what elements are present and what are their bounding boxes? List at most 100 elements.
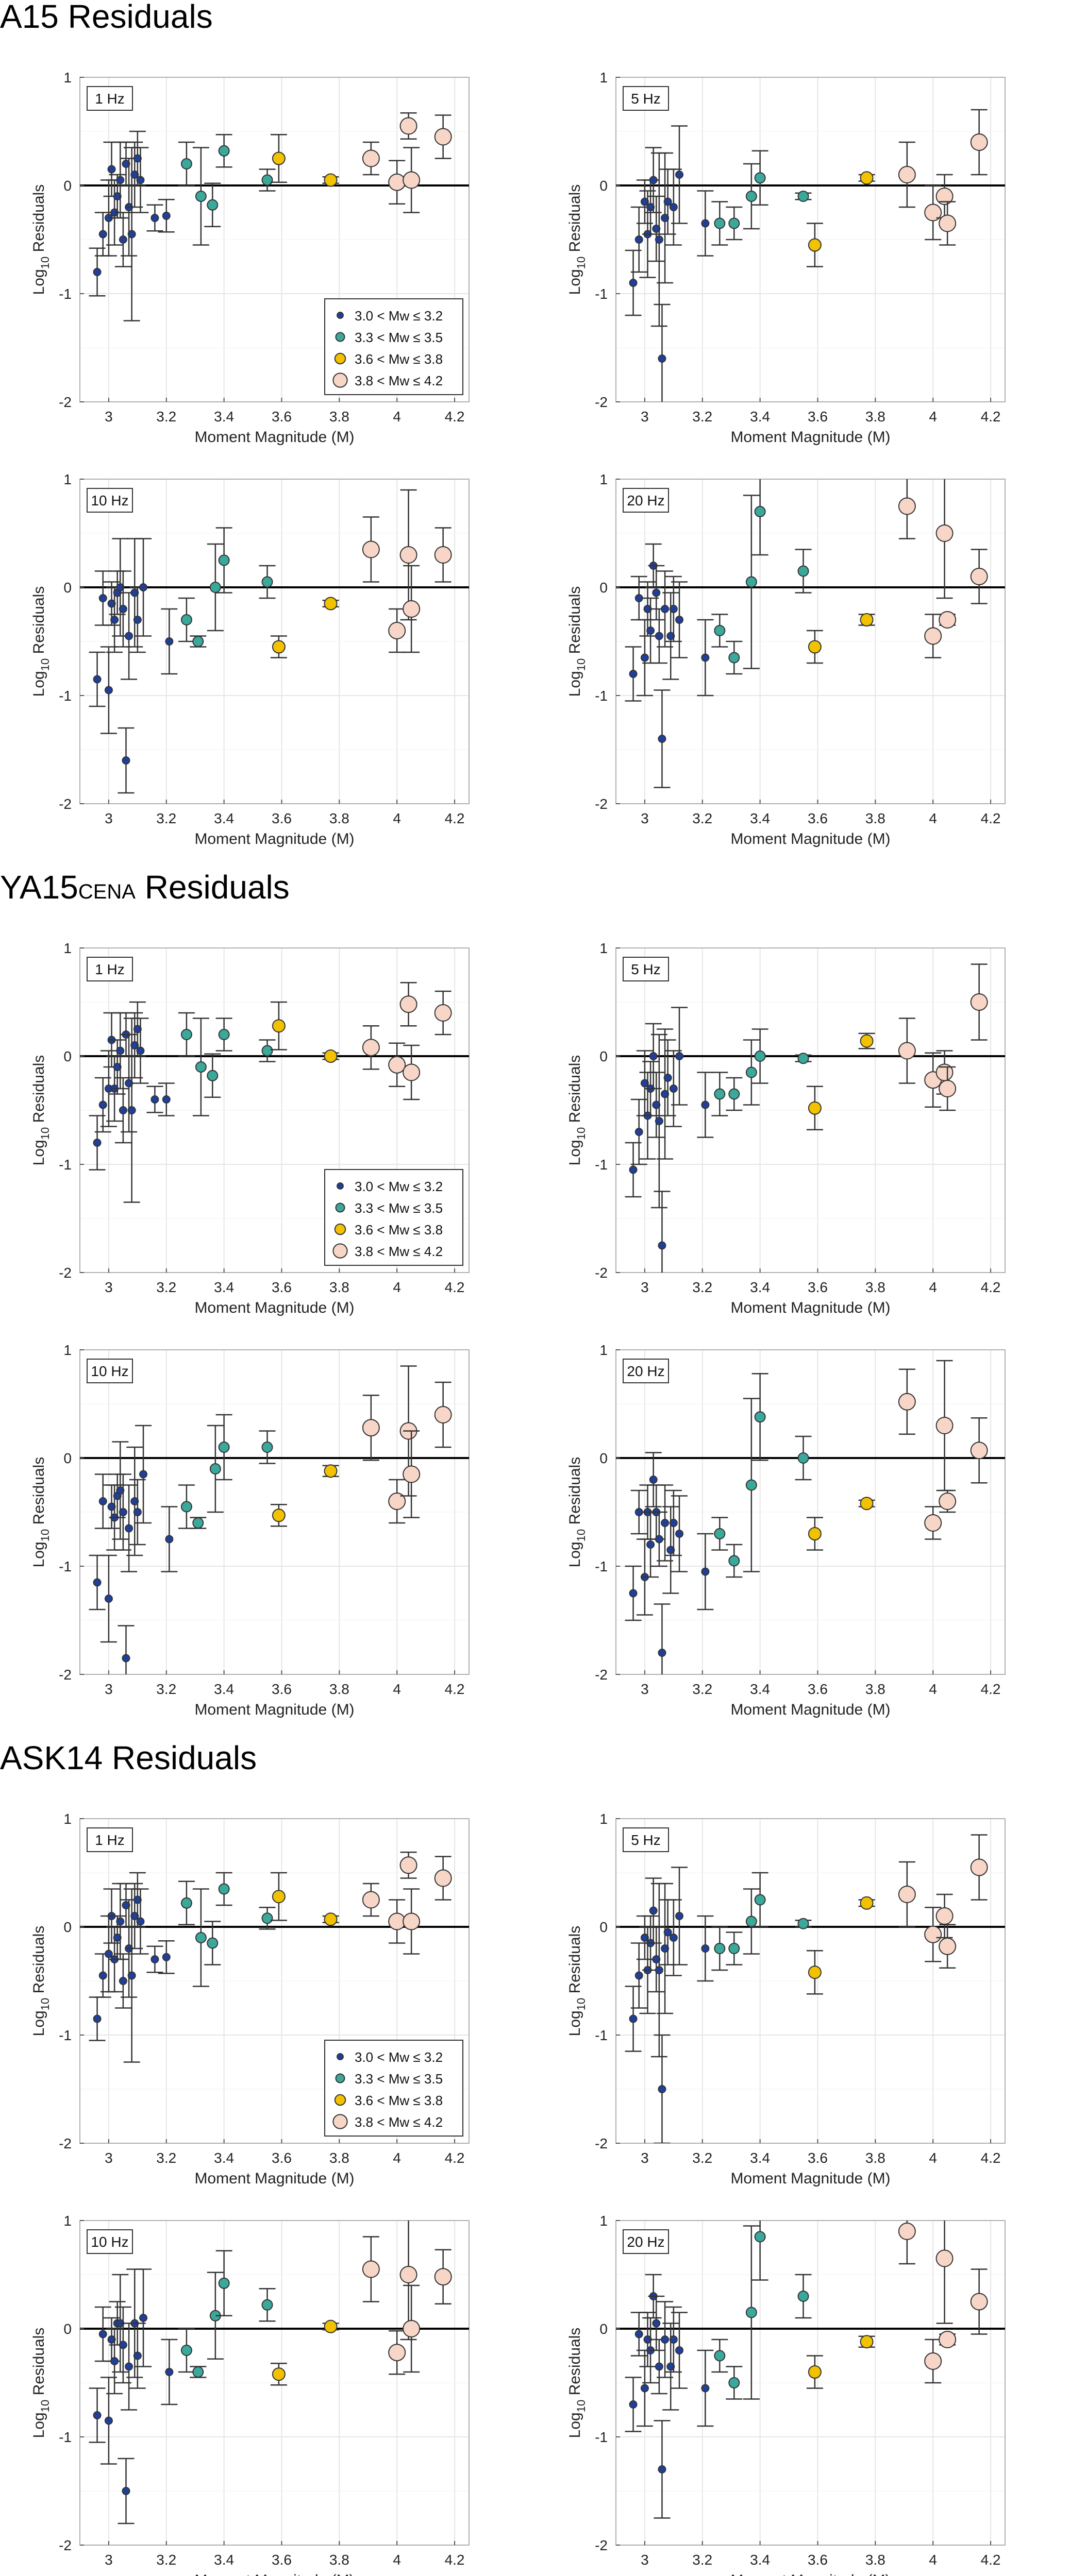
x-tick-label: 3.2	[156, 810, 176, 826]
data-point	[116, 1046, 125, 1055]
y-tick-label: -1	[595, 1157, 608, 1173]
legend-label: 3.6 < Mw ≤ 3.8	[355, 2093, 443, 2108]
y-axis-label: Log10 Residuals	[30, 586, 52, 697]
data-point	[165, 2368, 174, 2376]
data-point	[261, 1045, 273, 1057]
data-point	[935, 2249, 954, 2267]
data-point	[403, 171, 421, 189]
x-tick-label: 3.4	[750, 409, 770, 425]
freq-label-box	[623, 86, 669, 111]
x-tick-label: 4.2	[445, 2150, 465, 2166]
data-point	[207, 199, 219, 211]
x-tick-label: 4.2	[445, 2552, 465, 2568]
x-tick-label: 3.6	[808, 409, 828, 425]
chart-panel-a15-20hz: 3 3.2 3.4 3.6 3.8 4 4.2 -2 -1 0 1 Moment Magnitude …	[566, 471, 1006, 848]
x-tick-label: 4	[929, 810, 937, 826]
data-point	[675, 1912, 684, 1920]
data-point	[728, 2377, 740, 2388]
data-point	[661, 1944, 670, 1953]
data-point	[714, 2350, 726, 2362]
data-point	[434, 128, 452, 146]
data-point	[139, 1470, 148, 1479]
y-tick-label: -2	[59, 394, 72, 410]
data-point	[754, 1894, 766, 1906]
x-tick-label: 4	[393, 409, 401, 425]
data-point	[640, 653, 649, 662]
data-point	[808, 1965, 822, 1979]
x-tick-label: 3.2	[156, 2150, 176, 2166]
data-point	[261, 174, 273, 186]
legend-box	[324, 1169, 463, 1266]
x-tick-label: 3.6	[272, 1279, 292, 1295]
data-point	[797, 1918, 809, 1929]
freq-label-box	[87, 1827, 133, 1852]
x-tick-label: 3.2	[156, 1279, 176, 1295]
y-tick-label: 0	[599, 1919, 608, 1935]
data-point	[403, 2320, 421, 2337]
data-point	[658, 1649, 666, 1657]
data-point	[125, 632, 133, 640]
data-point	[646, 203, 655, 211]
x-tick-label: 4.2	[445, 409, 465, 425]
freq-label: 20 Hz	[627, 2234, 664, 2250]
x-axis-label: Moment Magnitude (M)	[730, 2572, 890, 2576]
data-point	[935, 1417, 954, 1434]
data-point	[655, 1117, 663, 1125]
data-point	[898, 1393, 916, 1411]
data-point	[139, 2314, 148, 2322]
data-point	[272, 1019, 286, 1033]
x-tick-label: 3.2	[692, 1279, 712, 1295]
chart-panel-ask14-1hz: 3 3.2 3.4 3.6 3.8 4 4.2 -2 -1 0 1 Moment Magnitude …	[30, 1811, 470, 2187]
data-point	[808, 238, 822, 252]
data-point	[93, 1139, 102, 1147]
data-point	[669, 1934, 678, 1942]
x-axis-label: Moment Magnitude (M)	[194, 2170, 354, 2187]
data-point	[107, 165, 116, 174]
data-point	[136, 1046, 145, 1055]
data-point	[924, 627, 942, 645]
data-point	[661, 1090, 670, 1098]
data-point	[661, 605, 670, 613]
x-tick-label: 3.4	[214, 1279, 234, 1295]
y-axis-label: Log10 Residuals	[30, 2328, 52, 2438]
data-point	[640, 1079, 649, 1088]
data-points	[625, 109, 988, 402]
data-point	[924, 1514, 942, 1532]
data-point	[652, 588, 661, 597]
data-point	[666, 1546, 675, 1554]
data-point	[122, 756, 130, 765]
data-point	[119, 1977, 127, 1985]
data-point	[939, 2331, 957, 2348]
x-tick-label: 3.4	[750, 1681, 770, 1697]
data-point	[388, 2344, 406, 2362]
data-point	[362, 2260, 380, 2278]
data-point	[98, 1497, 107, 1505]
x-tick-label: 3.4	[750, 1279, 770, 1295]
data-point	[324, 1049, 338, 1063]
data-point	[701, 1100, 710, 1109]
x-axis-label: Moment Magnitude (M)	[194, 1299, 354, 1316]
legend-label: 3.3 < Mw ≤ 3.5	[355, 330, 443, 345]
x-tick-label: 3.4	[750, 2150, 770, 2166]
data-point	[754, 1050, 766, 1062]
legend-marker	[335, 2073, 345, 2083]
data-point	[860, 171, 874, 185]
x-tick-label: 3.4	[214, 2552, 234, 2568]
data-point	[939, 1937, 957, 1955]
x-tick-label: 4.2	[445, 1279, 465, 1295]
data-point	[403, 600, 421, 618]
data-point	[898, 2223, 916, 2240]
y-axis-label-subscript: 10	[39, 1127, 52, 1140]
data-point	[860, 1896, 874, 1910]
y-tick-label: -1	[59, 1558, 72, 1574]
data-point	[669, 1519, 678, 1527]
data-point	[162, 1953, 171, 1961]
data-point	[362, 1891, 380, 1909]
x-tick-label: 4.2	[445, 810, 465, 826]
x-tick-label: 3	[105, 1681, 113, 1697]
data-point	[130, 1912, 139, 1920]
y-tick-label: 1	[599, 1811, 608, 1827]
y-axis-label-residuals: Residuals	[30, 1055, 47, 1127]
legend-marker	[337, 1182, 344, 1190]
x-axis-label: Moment Magnitude (M)	[194, 831, 354, 848]
